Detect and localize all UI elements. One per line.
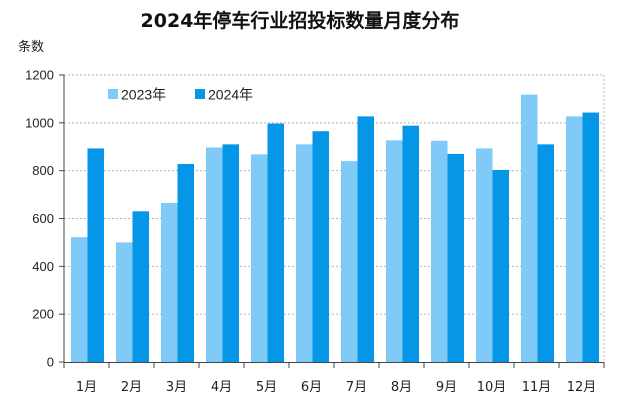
bars	[71, 94, 599, 363]
x-tick-label-10: 11月	[522, 380, 552, 395]
bar-2023年-12月	[566, 116, 583, 363]
axes	[59, 74, 605, 368]
bar-2023年-7月	[341, 161, 358, 362]
x-tick-label-0: 1月	[76, 380, 97, 395]
legend-swatch-2024年	[195, 89, 205, 99]
chart-title: 2024年停车行业招投标数量月度分布	[141, 9, 460, 32]
x-tick-label-4: 5月	[256, 380, 277, 395]
bar-2023年-6月	[296, 144, 313, 362]
y-tick-label-6: 1200	[25, 68, 54, 83]
bar-2024年-8月	[402, 125, 419, 362]
bar-2023年-8月	[386, 140, 403, 362]
x-tick-label-1: 2月	[121, 380, 142, 395]
bar-2024年-9月	[447, 153, 464, 362]
bar-2023年-5月	[251, 154, 268, 362]
bar-2023年-4月	[206, 147, 223, 362]
bar-2024年-1月	[87, 148, 104, 362]
x-tick-label-2: 3月	[166, 380, 187, 395]
x-tick-label-11: 12月	[567, 380, 597, 395]
x-tick-label-8: 9月	[436, 380, 457, 395]
legend: 2023年 2024年	[108, 87, 253, 103]
legend-label-2023年: 2023年	[121, 87, 166, 103]
bar-2024年-11月	[537, 144, 554, 362]
bar-2023年-10月	[476, 148, 493, 362]
bar-2023年-11月	[521, 94, 538, 362]
bar-2024年-3月	[177, 163, 194, 362]
x-tick-labels: 1月 2月 3月 4月 5月 6月 7月 8月 9月 10月 11月 12月	[76, 380, 596, 395]
x-tick-label-5: 6月	[301, 380, 322, 395]
gridlines	[64, 74, 605, 362]
y-tick-label-4: 800	[32, 163, 54, 178]
bar-2024年-2月	[132, 211, 149, 362]
y-axis-label: 条数	[18, 39, 44, 55]
bar-2024年-7月	[357, 116, 374, 363]
bar-2024年-12月	[582, 112, 599, 362]
y-tick-labels: 0 200 400 600 800 1000 1200	[25, 68, 54, 370]
y-tick-label-3: 600	[32, 211, 54, 226]
bar-2024年-10月	[492, 169, 509, 362]
bar-2024年-4月	[222, 144, 239, 362]
legend-swatch-2023年	[108, 89, 118, 99]
y-tick-label-1: 200	[32, 307, 54, 322]
bar-2023年-1月	[71, 237, 88, 362]
bar-2023年-2月	[116, 242, 133, 362]
bar-2024年-5月	[267, 123, 284, 362]
x-tick-label-6: 7月	[346, 380, 367, 395]
bar-2023年-3月	[161, 202, 178, 362]
x-tick-label-9: 10月	[477, 380, 507, 395]
x-tick-label-7: 8月	[391, 380, 412, 395]
bar-2024年-6月	[312, 131, 329, 362]
x-tick-label-3: 4月	[211, 380, 232, 395]
legend-label-2024年: 2024年	[208, 87, 253, 103]
y-tick-label-5: 1000	[25, 115, 54, 130]
y-tick-label-2: 400	[32, 259, 54, 274]
y-tick-label-0: 0	[47, 355, 54, 370]
bar-2023年-9月	[431, 140, 448, 362]
